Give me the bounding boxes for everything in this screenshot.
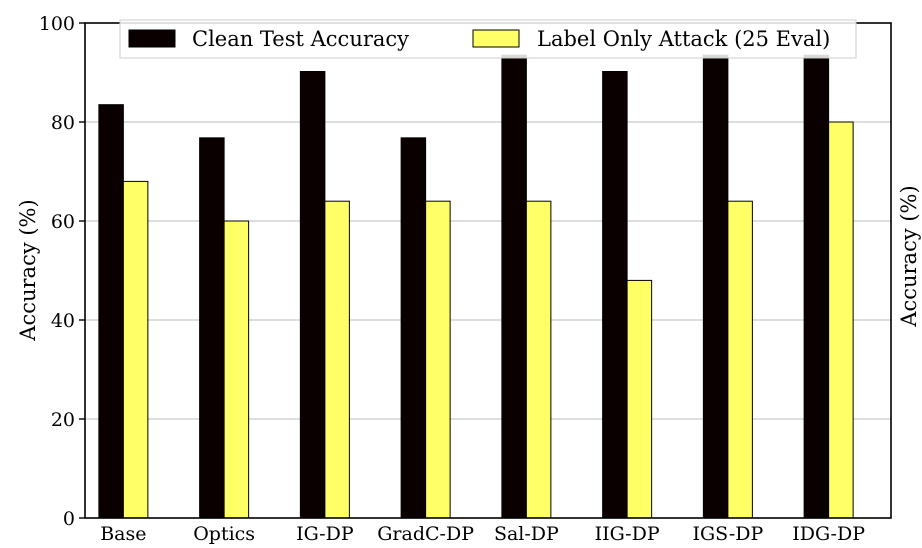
legend: Clean Test Accuracy Label Only Attack (2…: [119, 19, 857, 59]
x-tick-label: Base: [100, 523, 146, 545]
x-axis-ticks: Base Optics IG-DP GradC-DP Sal-DP IIG-DP IGS-D…: [100, 523, 865, 545]
y-tick-label: 80: [51, 112, 75, 134]
bar-attack-optics: [223, 220, 250, 519]
bar-clean-ig-dp: [299, 71, 326, 519]
y-tick-label: 40: [51, 310, 75, 332]
bar-attack-igs-dp: [727, 200, 753, 519]
bar-attack-iig-dp: [626, 279, 653, 519]
bar-attack-gradc-dp: [425, 200, 451, 519]
bar-clean-igs-dp: [702, 54, 729, 519]
x-tick-label: IGS-DP: [692, 523, 763, 545]
bar-clean-idg-dp: [803, 54, 830, 519]
y-tick-label: 60: [51, 211, 75, 233]
legend-swatch-attack: [472, 29, 520, 48]
bar-clean-sal-dp: [501, 54, 527, 519]
bar-attack-sal-dp: [525, 200, 552, 519]
y-axis-title-right: Accuracy (%): [897, 185, 921, 327]
bar-attack-ig-dp: [324, 200, 350, 519]
legend-swatch-clean: [128, 29, 176, 48]
bar-attack-base: [122, 180, 149, 519]
bar-clean-optics: [199, 137, 225, 519]
y-axis-title: Accuracy (%): [16, 199, 40, 341]
bar-clean-iig-dp: [602, 71, 628, 519]
bar-clean-gradc-dp: [400, 137, 427, 519]
x-tick-label: IIG-DP: [595, 523, 660, 545]
legend-label-clean: Clean Test Accuracy: [192, 27, 409, 51]
x-tick-label: Sal-DP: [494, 523, 559, 545]
x-tick-label: GradC-DP: [377, 523, 474, 545]
legend-label-attack: Label Only Attack (25 Eval): [537, 27, 830, 51]
y-axis-ticks: 0 20 40 60 80 100: [39, 13, 85, 530]
bars: [98, 54, 854, 519]
y-tick-label: 100: [39, 13, 75, 35]
bar-clean-base: [98, 104, 124, 519]
bar-attack-idg-dp: [828, 121, 854, 519]
x-tick-label: IDG-DP: [792, 523, 865, 545]
x-tick-label: Optics: [193, 523, 255, 545]
y-tick-label: 0: [63, 508, 75, 530]
x-tick-label: IG-DP: [296, 523, 354, 545]
y-tick-label: 20: [51, 409, 75, 431]
